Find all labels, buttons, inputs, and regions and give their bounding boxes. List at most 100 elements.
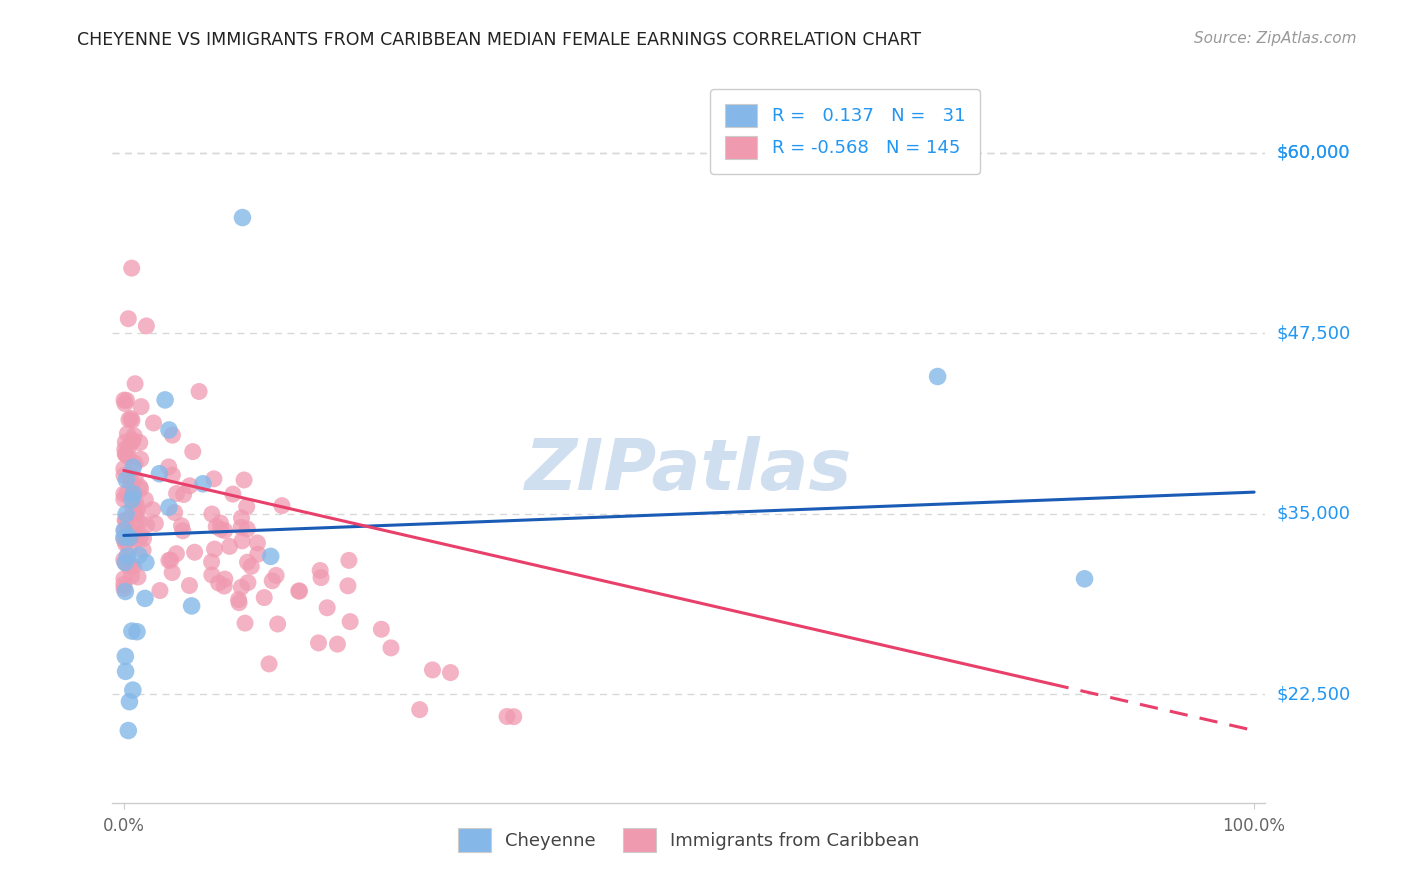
Text: Source: ZipAtlas.com: Source: ZipAtlas.com [1194,31,1357,46]
Point [240,559,263,574]
Point [118,440,141,454]
Point [112,533,135,547]
Point [153,392,176,407]
Point [337,553,360,567]
Point [214,524,236,538]
Point [129,529,152,543]
Point [257,657,280,671]
Text: $35,000: $35,000 [1277,505,1351,523]
Point [179,578,201,592]
Point [114,649,136,664]
Point [114,442,136,457]
Point [162,428,184,442]
Point [117,559,139,574]
Point [121,475,143,490]
Point [117,426,139,441]
Point [149,583,172,598]
Point [112,552,135,566]
Point [200,555,222,569]
Point [183,545,205,559]
Point [235,500,257,514]
Point [246,536,269,550]
Point [120,569,142,583]
Text: $60,000: $60,000 [1277,144,1350,161]
Point [121,624,143,638]
Point [233,473,256,487]
Text: $22,500: $22,500 [1277,685,1351,704]
Point [208,576,231,591]
Point [271,499,294,513]
Point [121,434,143,449]
Point [125,504,148,518]
Point [129,452,152,467]
Point [118,531,141,545]
Point [927,369,949,384]
Point [316,600,339,615]
Point [128,549,150,563]
Point [231,211,253,225]
Point [408,703,430,717]
Point [288,584,311,599]
Point [128,435,150,450]
Point [120,558,142,573]
Point [370,622,392,636]
Point [264,568,287,582]
Point [157,423,180,437]
Point [148,467,170,481]
Point [502,709,524,723]
Point [112,577,135,591]
Point [157,553,180,567]
Point [124,507,146,521]
Point [121,492,143,507]
Point [127,570,149,584]
Point [114,523,136,537]
Point [1073,572,1095,586]
Point [120,475,142,490]
Point [125,624,148,639]
Point [231,511,253,525]
Point [117,723,139,738]
Point [218,540,240,554]
Point [118,695,141,709]
Point [115,486,138,500]
Point [114,513,136,527]
Point [112,468,135,483]
Point [118,412,141,426]
Point [159,553,181,567]
Point [173,487,195,501]
Point [231,520,253,534]
Point [132,532,155,546]
Point [496,709,519,723]
Point [122,529,145,543]
Point [112,393,135,408]
Point [121,501,143,516]
Point [115,507,138,521]
Point [266,617,288,632]
Point [246,547,269,561]
Point [135,556,157,570]
Point [115,531,138,545]
Point [260,549,283,564]
Point [339,615,361,629]
Point [134,492,156,507]
Point [309,571,332,585]
Point [121,414,143,428]
Point [222,487,245,501]
Point [121,488,143,502]
Point [309,564,332,578]
Point [336,579,359,593]
Point [114,556,136,570]
Point [124,493,146,508]
Point [135,518,157,533]
Point [127,532,149,546]
Point [236,555,259,569]
Point [143,516,166,531]
Point [121,524,143,539]
Point [112,572,135,586]
Point [422,663,444,677]
Point [120,411,142,425]
Point [121,433,143,447]
Point [231,533,253,548]
Point [214,572,236,586]
Point [129,482,152,496]
